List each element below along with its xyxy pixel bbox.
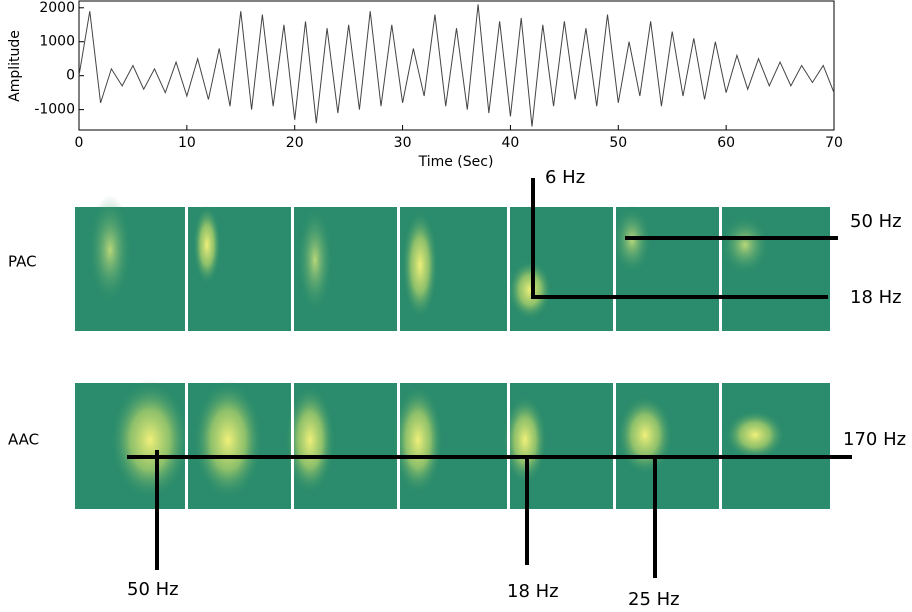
y-axis-label: Amplitude [7, 30, 23, 102]
annotation: 6 Hz [545, 167, 585, 188]
y-tick-label: 1000 [39, 34, 75, 50]
x-tick-label: 70 [825, 135, 843, 151]
annotation: 170 Hz [843, 429, 906, 450]
x-axis-label: Time (Sec) [418, 154, 494, 170]
x-tick-label: 10 [178, 135, 196, 151]
x-tick-label: 30 [394, 135, 412, 151]
annotation: 50 Hz [850, 211, 902, 232]
annotation: 50 Hz [127, 579, 179, 600]
x-tick-label: 50 [609, 135, 627, 151]
annotation: 18 Hz [507, 581, 559, 602]
axes-box [78, 0, 835, 131]
x-tick-label: 20 [286, 135, 304, 151]
x-tick-label: 40 [502, 135, 520, 151]
heatmaps [75, 195, 830, 509]
annotation: 25 Hz [628, 589, 680, 608]
x-tick-label: 60 [717, 135, 735, 151]
annotation-lines [127, 178, 852, 578]
y-tick-label: 0 [66, 68, 75, 84]
signal-plot: 0 10 20 30 40 50 60 70 -1000 0 1000 2000 [34, 0, 843, 151]
y-tick-label: -1000 [34, 102, 75, 118]
annotation: 18 Hz [850, 287, 902, 308]
aac-label: AAC [8, 431, 39, 449]
pac-label: PAC [8, 253, 37, 271]
x-tick-label: 0 [75, 135, 84, 151]
signal-line [78, 4, 835, 127]
y-tick-label: 2000 [39, 0, 75, 16]
